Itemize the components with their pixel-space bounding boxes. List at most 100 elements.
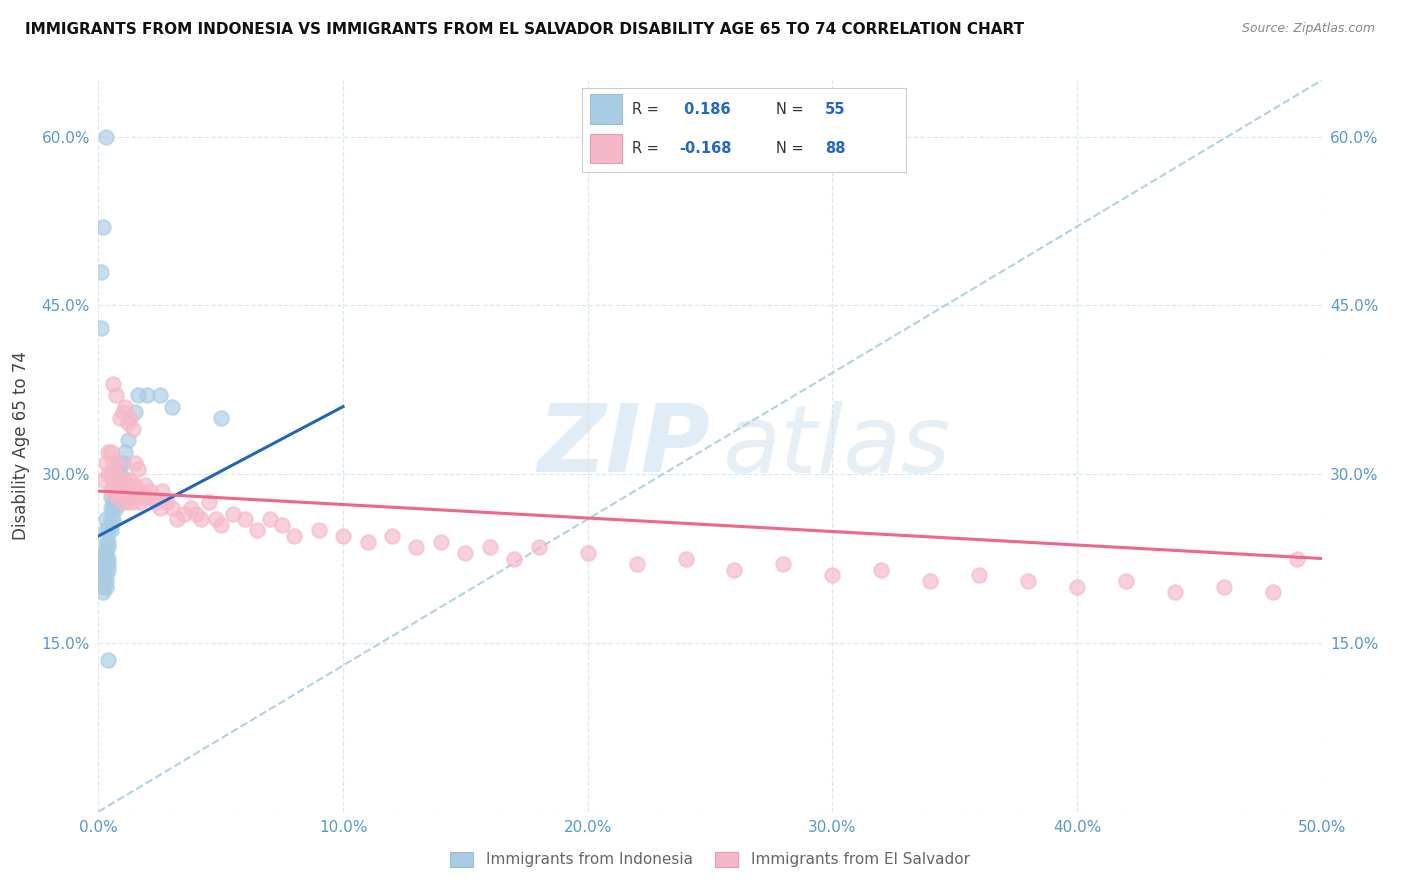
Point — [222, 507, 245, 521]
Point — [120, 410, 142, 425]
Point — [90, 551, 112, 566]
Point — [1286, 551, 1309, 566]
Point — [107, 456, 129, 470]
Point — [821, 568, 844, 582]
Point — [149, 388, 172, 402]
Point — [97, 541, 120, 555]
Point — [90, 264, 112, 278]
Point — [626, 557, 648, 571]
Point — [121, 495, 143, 509]
Point — [97, 653, 120, 667]
Point — [104, 490, 127, 504]
Point — [156, 495, 179, 509]
Point — [110, 456, 132, 470]
Point — [91, 568, 114, 582]
Point — [101, 495, 124, 509]
Point — [186, 507, 208, 521]
Point — [94, 568, 117, 582]
Point — [160, 500, 183, 515]
Text: atlas: atlas — [723, 401, 950, 491]
Point — [127, 461, 149, 475]
Point — [209, 517, 232, 532]
Point — [91, 219, 114, 234]
Point — [91, 473, 114, 487]
Point — [90, 563, 112, 577]
Point — [160, 400, 183, 414]
Point — [101, 512, 124, 526]
Point — [101, 456, 124, 470]
Point — [111, 478, 134, 492]
Point — [1261, 585, 1284, 599]
Point — [308, 524, 330, 538]
Point — [283, 529, 305, 543]
Text: Source: ZipAtlas.com: Source: ZipAtlas.com — [1241, 22, 1375, 36]
Point — [356, 534, 378, 549]
Point — [139, 483, 162, 498]
Point — [233, 512, 256, 526]
Point — [97, 534, 120, 549]
Point — [120, 473, 142, 487]
Point — [94, 557, 117, 571]
Point — [107, 473, 129, 487]
Point — [100, 512, 122, 526]
Point — [190, 512, 212, 526]
Point — [117, 417, 139, 431]
Point — [100, 490, 122, 504]
Point — [503, 551, 526, 566]
Point — [110, 473, 132, 487]
Point — [94, 524, 117, 538]
Point — [114, 473, 136, 487]
Point — [104, 473, 127, 487]
Point — [110, 483, 132, 498]
Point — [91, 551, 114, 566]
Point — [1164, 585, 1187, 599]
Point — [111, 495, 134, 509]
Point — [114, 400, 136, 414]
Point — [117, 495, 139, 509]
Point — [209, 410, 232, 425]
Point — [920, 574, 942, 588]
Point — [91, 585, 114, 599]
Point — [454, 546, 477, 560]
Point — [259, 512, 281, 526]
Point — [478, 541, 501, 555]
Point — [143, 495, 166, 509]
Point — [104, 467, 127, 482]
Point — [94, 129, 117, 144]
Point — [91, 546, 114, 560]
Point — [91, 580, 114, 594]
Point — [101, 500, 124, 515]
Point — [134, 478, 156, 492]
Point — [772, 557, 794, 571]
Point — [97, 563, 120, 577]
Point — [136, 388, 159, 402]
Point — [124, 478, 146, 492]
Point — [100, 483, 122, 498]
Point — [94, 456, 117, 470]
Point — [124, 405, 146, 419]
Point — [127, 388, 149, 402]
Point — [405, 541, 427, 555]
Point — [90, 321, 112, 335]
Point — [197, 495, 219, 509]
Point — [94, 574, 117, 588]
Point — [91, 574, 114, 588]
Point — [166, 512, 188, 526]
Point — [100, 517, 122, 532]
Point — [1212, 580, 1234, 594]
Point — [97, 444, 120, 458]
Point — [107, 483, 129, 498]
Point — [100, 444, 122, 458]
Point — [527, 541, 550, 555]
Point — [111, 456, 134, 470]
Point — [332, 529, 354, 543]
Point — [141, 490, 163, 504]
Point — [270, 517, 294, 532]
Point — [870, 563, 893, 577]
Point — [100, 467, 122, 482]
Point — [1017, 574, 1039, 588]
Point — [150, 483, 173, 498]
Point — [94, 512, 117, 526]
Point — [1066, 580, 1088, 594]
Point — [149, 500, 172, 515]
